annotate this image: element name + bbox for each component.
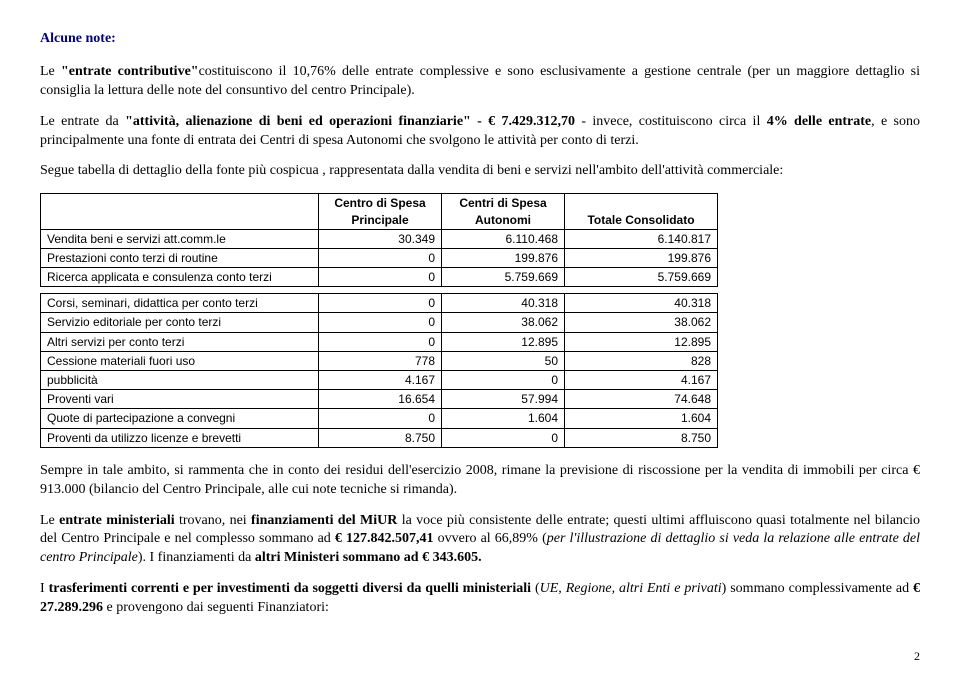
- row-label: Servizio editoriale per conto terzi: [41, 313, 319, 332]
- text-bold: finanziamenti del MiUR: [251, 513, 397, 528]
- text-bold: altri Ministeri sommano ad € 343.605.: [255, 550, 482, 565]
- row-value: 40.318: [442, 294, 565, 313]
- row-label: Proventi vari: [41, 390, 319, 409]
- paragraph-1: Le "entrate contributive"costituiscono i…: [40, 63, 920, 101]
- paragraph-3: Segue tabella di dettaglio della fonte p…: [40, 162, 920, 181]
- row-value: 199.876: [442, 248, 565, 267]
- table-row: Vendita beni e servizi att.comm.le30.349…: [41, 229, 718, 248]
- row-value: 5.759.669: [565, 268, 718, 287]
- table-header: Centri di Spesa Autonomi: [442, 194, 565, 229]
- paragraph-5: Le entrate ministeriali trovano, nei fin…: [40, 512, 920, 569]
- row-value: 4.167: [319, 371, 442, 390]
- row-value: 0: [319, 313, 442, 332]
- row-value: 0: [319, 332, 442, 351]
- table-row: Quote di partecipazione a convegni01.604…: [41, 409, 718, 428]
- text: e provengono dai seguenti Finanziatori:: [103, 600, 329, 615]
- row-value: 6.140.817: [565, 229, 718, 248]
- text: ). I finanziamenti da: [138, 550, 255, 565]
- paragraph-6: I trasferimenti correnti e per investime…: [40, 580, 920, 618]
- text-bold: trasferimenti correnti e per investiment…: [49, 581, 532, 596]
- paragraph-4: Sempre in tale ambito, si rammenta che i…: [40, 462, 920, 500]
- table-row: Servizio editoriale per conto terzi038.0…: [41, 313, 718, 332]
- row-value: 57.994: [442, 390, 565, 409]
- text: trovano, nei: [175, 513, 251, 528]
- row-value: 4.167: [565, 371, 718, 390]
- row-value: 12.895: [442, 332, 565, 351]
- row-value: 0: [319, 268, 442, 287]
- row-value: 0: [319, 294, 442, 313]
- row-value: 6.110.468: [442, 229, 565, 248]
- row-label: Prestazioni conto terzi di routine: [41, 248, 319, 267]
- section-heading: Alcune note:: [40, 30, 920, 49]
- table-header: Centro di Spesa Principale: [319, 194, 442, 229]
- table-row: Ricerca applicata e consulenza conto ter…: [41, 268, 718, 287]
- row-label: Corsi, seminari, didattica per conto ter…: [41, 294, 319, 313]
- text-italic: UE, Regione, altri Enti e privati: [540, 581, 722, 596]
- row-value: 8.750: [565, 428, 718, 447]
- row-value: 38.062: [565, 313, 718, 332]
- text: Le: [40, 64, 61, 79]
- text-bold: entrate ministeriali: [59, 513, 175, 528]
- row-label: pubblicità: [41, 371, 319, 390]
- row-value: 16.654: [319, 390, 442, 409]
- row-value: 0: [442, 428, 565, 447]
- table-row: Altri servizi per conto terzi012.89512.8…: [41, 332, 718, 351]
- table-row: Proventi vari16.65457.99474.648: [41, 390, 718, 409]
- row-value: 1.604: [442, 409, 565, 428]
- text: ovvero al 66,89% (: [434, 531, 547, 546]
- text-bold: € 127.842.507,41: [335, 531, 434, 546]
- table-row: Corsi, seminari, didattica per conto ter…: [41, 294, 718, 313]
- row-value: 828: [565, 351, 718, 370]
- row-label: Cessione materiali fuori uso: [41, 351, 319, 370]
- row-label: Altri servizi per conto terzi: [41, 332, 319, 351]
- text: ) sommano complessivamente ad: [722, 581, 913, 596]
- table-header: [41, 194, 319, 229]
- text: - invece, costituiscono circa il: [575, 114, 767, 129]
- table-header-row: Centro di Spesa Principale Centri di Spe…: [41, 194, 718, 229]
- row-label: Quote di partecipazione a convegni: [41, 409, 319, 428]
- row-value: 50: [442, 351, 565, 370]
- row-label: Proventi da utilizzo licenze e brevetti: [41, 428, 319, 447]
- page-number: 2: [40, 648, 920, 664]
- text-bold: "attività, alienazione di beni ed operaz…: [125, 114, 575, 129]
- row-value: 1.604: [565, 409, 718, 428]
- row-value: 778: [319, 351, 442, 370]
- row-label: Ricerca applicata e consulenza conto ter…: [41, 268, 319, 287]
- text-bold: "entrate contributive": [61, 64, 199, 79]
- row-value: 5.759.669: [442, 268, 565, 287]
- table-row: pubblicità4.16704.167: [41, 371, 718, 390]
- text-bold: 4% delle entrate: [767, 114, 871, 129]
- row-value: 40.318: [565, 294, 718, 313]
- table-header: Totale Consolidato: [565, 194, 718, 229]
- row-value: 0: [319, 248, 442, 267]
- text: Le entrate da: [40, 114, 125, 129]
- row-value: 30.349: [319, 229, 442, 248]
- row-value: 0: [442, 371, 565, 390]
- paragraph-2: Le entrate da "attività, alienazione di …: [40, 113, 920, 151]
- row-value: 8.750: [319, 428, 442, 447]
- text: Le: [40, 513, 59, 528]
- row-value: 38.062: [442, 313, 565, 332]
- text: (: [531, 581, 540, 596]
- table-row: Prestazioni conto terzi di routine0199.8…: [41, 248, 718, 267]
- row-value: 12.895: [565, 332, 718, 351]
- table-row: Proventi da utilizzo licenze e brevetti8…: [41, 428, 718, 447]
- row-value: 74.648: [565, 390, 718, 409]
- text: I: [40, 581, 49, 596]
- detail-table: Centro di Spesa Principale Centri di Spe…: [40, 193, 718, 447]
- row-value: 199.876: [565, 248, 718, 267]
- row-label: Vendita beni e servizi att.comm.le: [41, 229, 319, 248]
- row-value: 0: [319, 409, 442, 428]
- table-row: Cessione materiali fuori uso77850828: [41, 351, 718, 370]
